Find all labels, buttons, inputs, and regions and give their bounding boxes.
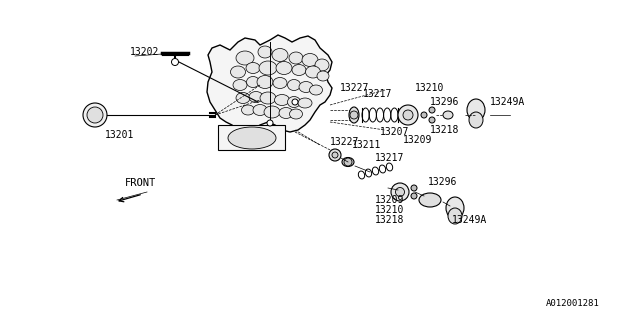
Text: 13217: 13217	[375, 153, 404, 163]
Ellipse shape	[310, 85, 323, 95]
Ellipse shape	[305, 66, 321, 78]
Ellipse shape	[289, 109, 303, 119]
Circle shape	[87, 107, 103, 123]
Ellipse shape	[467, 99, 485, 121]
Text: 13209: 13209	[375, 195, 404, 205]
Circle shape	[292, 99, 298, 105]
Text: 13202: 13202	[130, 47, 159, 57]
Text: 13210: 13210	[375, 205, 404, 215]
Ellipse shape	[292, 65, 306, 76]
Ellipse shape	[241, 105, 255, 115]
Ellipse shape	[287, 79, 301, 91]
Ellipse shape	[228, 127, 276, 149]
Text: A012001281: A012001281	[547, 299, 600, 308]
Ellipse shape	[275, 94, 289, 106]
Ellipse shape	[258, 46, 272, 58]
Circle shape	[411, 185, 417, 191]
Text: 13218: 13218	[430, 125, 460, 135]
Ellipse shape	[419, 193, 441, 207]
Ellipse shape	[259, 61, 277, 75]
Ellipse shape	[298, 98, 312, 108]
Circle shape	[429, 117, 435, 123]
Text: 13227: 13227	[330, 137, 360, 147]
Text: 13296: 13296	[430, 97, 460, 107]
Ellipse shape	[349, 107, 359, 123]
Ellipse shape	[302, 53, 318, 67]
Text: 13218: 13218	[375, 215, 404, 225]
Circle shape	[332, 152, 338, 158]
Ellipse shape	[396, 188, 404, 196]
Text: 13296: 13296	[428, 177, 458, 187]
Ellipse shape	[443, 111, 453, 119]
Polygon shape	[218, 125, 285, 150]
Text: 13201: 13201	[105, 130, 134, 140]
Ellipse shape	[403, 110, 413, 120]
Ellipse shape	[276, 61, 292, 75]
Ellipse shape	[342, 157, 354, 166]
Ellipse shape	[246, 76, 259, 87]
Ellipse shape	[469, 112, 483, 128]
Ellipse shape	[257, 76, 273, 89]
Ellipse shape	[287, 97, 301, 108]
Ellipse shape	[289, 52, 303, 64]
Circle shape	[329, 149, 341, 161]
Text: 13211: 13211	[352, 140, 381, 150]
Circle shape	[411, 193, 417, 199]
Ellipse shape	[315, 59, 329, 71]
Ellipse shape	[446, 197, 464, 219]
Ellipse shape	[398, 105, 418, 125]
Ellipse shape	[230, 66, 246, 78]
Text: 13210: 13210	[415, 83, 445, 93]
Polygon shape	[207, 35, 332, 132]
Ellipse shape	[233, 79, 247, 91]
Text: 13249A: 13249A	[452, 215, 487, 225]
Ellipse shape	[246, 62, 260, 74]
Text: 13217: 13217	[364, 89, 393, 99]
Ellipse shape	[264, 106, 280, 118]
Text: 13249A: 13249A	[490, 97, 525, 107]
Text: 13209: 13209	[403, 135, 433, 145]
Circle shape	[421, 112, 427, 118]
Circle shape	[83, 103, 107, 127]
Ellipse shape	[253, 105, 267, 116]
Ellipse shape	[391, 183, 409, 201]
Ellipse shape	[272, 49, 288, 61]
Ellipse shape	[236, 92, 250, 103]
Ellipse shape	[279, 108, 293, 118]
Text: 13227: 13227	[340, 83, 370, 93]
Circle shape	[350, 111, 358, 119]
Ellipse shape	[236, 51, 254, 65]
Ellipse shape	[317, 71, 329, 81]
Circle shape	[172, 59, 179, 66]
Text: FRONT: FRONT	[125, 178, 156, 188]
Ellipse shape	[448, 208, 462, 224]
Circle shape	[429, 107, 435, 113]
Ellipse shape	[273, 77, 287, 89]
Text: 13207: 13207	[380, 127, 410, 137]
Circle shape	[267, 120, 273, 126]
Ellipse shape	[260, 92, 276, 104]
Ellipse shape	[299, 82, 313, 92]
Circle shape	[344, 158, 352, 166]
Ellipse shape	[249, 92, 263, 102]
